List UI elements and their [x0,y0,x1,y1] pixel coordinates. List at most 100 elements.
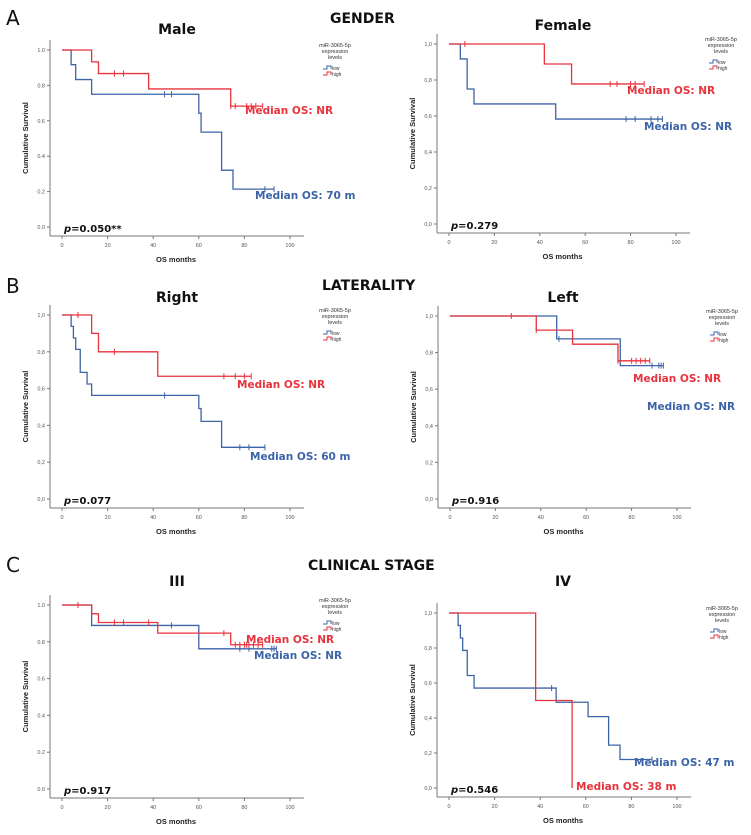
x-tick-label: 100 [672,515,681,521]
section-letter-a: A [6,6,20,30]
legend-swatch-high [323,626,332,631]
x-tick-label: 80 [629,515,635,521]
survival-curve-high [62,314,252,377]
y-tick-label: 0,0 [37,497,45,503]
y-tick-label: 0,2 [424,186,432,192]
x-tick-label: 20 [105,805,111,811]
panel-title-iii: III [169,574,185,590]
legend-swatch-high [323,336,332,341]
y-tick-label: 0.8 [37,83,45,89]
median-os-label-low: Median OS: 47 m [634,757,735,769]
legend-title: expression [709,612,736,618]
panel-title-male: Male [158,22,196,38]
median-os-label-high: Median OS: NR [633,373,721,385]
survival-curve-high [449,612,573,788]
y-tick-label: 0,8 [424,78,432,84]
legend-swatch-high [710,337,719,342]
y-tick-label: 0.8 [37,640,45,646]
survival-curve-low [62,314,265,448]
y-axis-label: Cumulative Survival [408,664,417,736]
y-tick-label: 0.6 [37,677,45,683]
y-tick-label: 0.0 [37,225,45,231]
panel-title-left: Left [547,290,579,306]
legend-entry-low: low [719,332,727,338]
legend-swatch-low [323,330,332,335]
p-symbol: p [450,785,458,796]
survival-curve-low [62,49,275,190]
y-tick-label: 0,6 [424,114,432,120]
y-tick-label: 1.0 [37,48,45,54]
y-tick-label: 0.2 [37,190,45,196]
survival-curve-low [449,43,663,120]
x-tick-label: 20 [492,515,498,521]
legend-swatch-high [709,65,718,70]
legend-title: miR-3065-5p [319,308,351,314]
median-os-label-high: Median OS: NR [246,634,334,646]
y-tick-label: 0,2 [424,751,432,757]
x-tick-label: 100 [285,243,294,249]
y-tick-label: 0.4 [37,713,45,719]
legend-title: levels [715,321,729,327]
km-panel-male: 0 20 40 60 80 100 0.0 0.2 0.4 0.6 0.8 1.0 OS months C… [21,40,356,264]
panel-title-female: Female [534,18,592,34]
survival-curve-high [62,604,263,646]
p-symbol: p [63,496,71,507]
x-tick-label: 40 [150,515,156,521]
y-axis-label: Cumulative Survival [21,371,30,443]
x-tick-label: 60 [196,805,202,811]
p-symbol: p [450,221,458,232]
legend-title: expression [708,43,735,49]
y-tick-label: 1,0 [37,313,45,319]
legend-title: miR-3065-5p [705,37,737,43]
legend-title: levels [715,618,729,624]
p-value: p=0.917 [63,786,111,797]
x-tick-label: 40 [537,804,543,810]
km-panel-right: 0 20 40 60 80 100 0,0 0,2 0,4 0,6 0,8 1,0 OS months C… [21,305,351,536]
x-tick-label: 60 [582,240,588,246]
section-heading-clinical-stage: CLINICAL STAGE [308,558,435,574]
legend-swatch-low [709,59,718,64]
median-os-label-high: Median OS: 38 m [576,781,677,793]
p-symbol: p [63,224,71,235]
km-panel-female: 0 20 40 60 80 100 0,0 0,2 0,4 0,6 0,8 1,0 OS months C… [408,34,737,261]
legend-title: expression [322,314,349,320]
legend-title: miR-3065-5p [706,309,738,315]
km-panel-iii: 0 20 40 60 80 100 0.0 0.2 0.4 0.6 0.8 1.0 OS months C… [21,595,351,826]
legend-title: miR-3065-5p [319,43,351,49]
x-tick-label: 60 [196,515,202,521]
median-os-label-low: Median OS: 70 m [255,190,356,202]
legend-entry-high: high [332,72,342,78]
legend-swatch-low [710,331,719,336]
legend-title: miR-3065-5p [706,606,738,612]
y-axis-label: Cumulative Survival [21,661,30,733]
p-value-number: =0.279 [458,221,498,232]
legend-title: levels [714,49,728,55]
p-value: p=0.916 [451,496,499,507]
x-tick-label: 80 [241,805,247,811]
y-tick-label: 1,0 [424,611,432,617]
section-heading-laterality: LATERALITY [322,278,416,294]
y-tick-label: 0,8 [37,350,45,356]
legend-title: expression [709,315,736,321]
x-tick-label: 100 [285,805,294,811]
panel-title-iv: IV [554,574,572,590]
legend-swatch-low [323,620,332,625]
x-axis-label: OS months [543,816,583,825]
y-tick-label: 0.4 [37,154,45,160]
x-tick-label: 80 [241,243,247,249]
p-value: p=0.279 [450,221,498,232]
survival-curve-low [450,315,664,367]
p-value: p=0.077 [63,496,111,507]
p-value-number: =0.917 [71,786,111,797]
median-os-label-low: Median OS: NR [647,401,735,413]
median-os-label-low: Median OS: 60 m [250,451,351,463]
x-tick-label: 60 [583,515,589,521]
x-tick-label: 100 [671,240,680,246]
survival-curve-high [449,43,645,85]
median-os-label-high: Median OS: NR [237,379,325,391]
p-value: p=0.050** [63,224,122,235]
x-tick-label: 0 [448,515,451,521]
legend-title: expression [322,49,349,55]
x-tick-label: 0 [447,240,450,246]
